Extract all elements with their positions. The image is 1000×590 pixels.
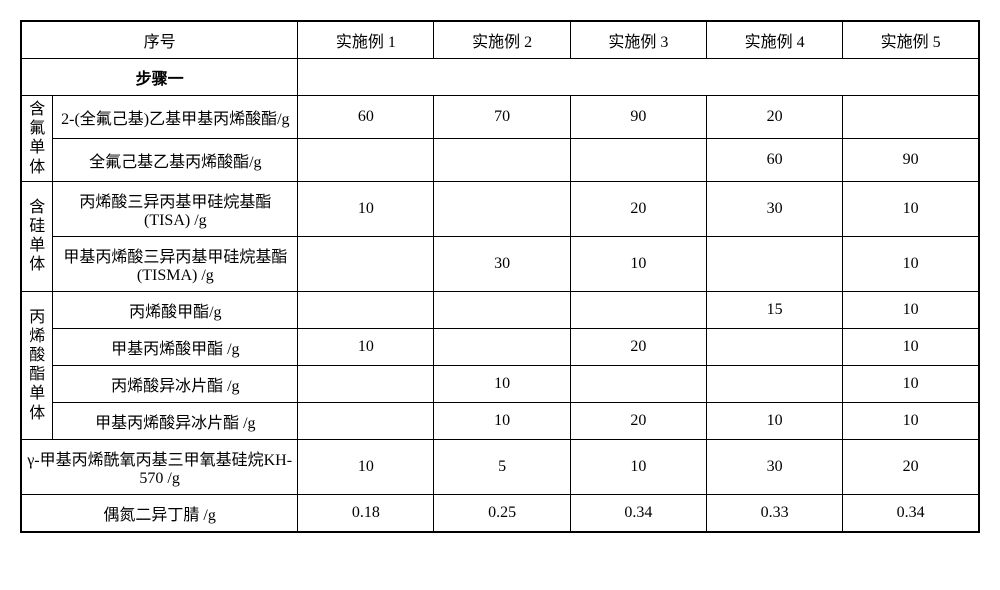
cell: 5 — [434, 439, 570, 494]
table-row: 甲基丙烯酸甲酯 /g 10 20 10 — [21, 328, 979, 365]
cell: 10 — [298, 328, 434, 365]
cell: 90 — [843, 138, 979, 181]
cell: 10 — [843, 181, 979, 236]
cell: 90 — [570, 96, 706, 139]
row-label: 2-(全氟己基)乙基甲基丙烯酸酯/g — [53, 96, 298, 139]
cell: 30 — [706, 439, 842, 494]
table-row: 丙烯酸酯单体 丙烯酸甲酯/g 15 10 — [21, 291, 979, 328]
row-label: 丙烯酸三异丙基甲硅烷基酯(TISA) /g — [53, 181, 298, 236]
row-label: 甲基丙烯酸三异丙基甲硅烷基酯(TISMA) /g — [53, 236, 298, 291]
cell — [434, 328, 570, 365]
row-label: γ-甲基丙烯酰氧丙基三甲氧基硅烷KH-570 /g — [21, 439, 298, 494]
cell — [706, 328, 842, 365]
step1-row: 步骤一 — [21, 59, 979, 96]
cell: 0.34 — [843, 494, 979, 532]
cell: 30 — [434, 236, 570, 291]
cell — [298, 402, 434, 439]
step1-label: 步骤一 — [21, 59, 298, 96]
group2-label: 含硅单体 — [21, 181, 53, 291]
table-row: 偶氮二异丁腈 /g 0.18 0.25 0.34 0.33 0.34 — [21, 494, 979, 532]
cell: 10 — [843, 236, 979, 291]
cell: 10 — [843, 291, 979, 328]
row-label: 甲基丙烯酸甲酯 /g — [53, 328, 298, 365]
cell — [706, 365, 842, 402]
cell — [298, 138, 434, 181]
cell: 0.34 — [570, 494, 706, 532]
cell: 20 — [570, 328, 706, 365]
cell: 60 — [706, 138, 842, 181]
cell — [706, 236, 842, 291]
cell: 0.18 — [298, 494, 434, 532]
cell: 10 — [843, 365, 979, 402]
table-row: 丙烯酸异冰片酯 /g 10 10 — [21, 365, 979, 402]
table-row: 甲基丙烯酸异冰片酯 /g 10 20 10 10 — [21, 402, 979, 439]
header-col-1: 实施例 1 — [298, 21, 434, 59]
table-row: 含硅单体 丙烯酸三异丙基甲硅烷基酯(TISA) /g 10 20 30 10 — [21, 181, 979, 236]
cell: 0.33 — [706, 494, 842, 532]
row-label: 丙烯酸甲酯/g — [53, 291, 298, 328]
header-col-3: 实施例 3 — [570, 21, 706, 59]
cell: 30 — [706, 181, 842, 236]
cell — [298, 291, 434, 328]
cell: 20 — [706, 96, 842, 139]
cell: 10 — [570, 439, 706, 494]
group3-label: 丙烯酸酯单体 — [21, 291, 53, 439]
cell: 70 — [434, 96, 570, 139]
cell — [298, 365, 434, 402]
cell: 10 — [434, 365, 570, 402]
cell: 10 — [570, 236, 706, 291]
table-header-row: 序号 实施例 1 实施例 2 实施例 3 实施例 4 实施例 5 — [21, 21, 979, 59]
header-seq: 序号 — [21, 21, 298, 59]
row-label: 全氟己基乙基丙烯酸酯/g — [53, 138, 298, 181]
group1-label: 含氟单体 — [21, 96, 53, 182]
row-label: 偶氮二异丁腈 /g — [21, 494, 298, 532]
table-row: 甲基丙烯酸三异丙基甲硅烷基酯(TISMA) /g 30 10 10 — [21, 236, 979, 291]
header-col-4: 实施例 4 — [706, 21, 842, 59]
cell: 0.25 — [434, 494, 570, 532]
step1-blank — [298, 59, 979, 96]
data-table: 序号 实施例 1 实施例 2 实施例 3 实施例 4 实施例 5 步骤一 含氟单… — [20, 20, 980, 533]
cell: 20 — [570, 181, 706, 236]
cell: 15 — [706, 291, 842, 328]
cell: 10 — [843, 328, 979, 365]
header-col-2: 实施例 2 — [434, 21, 570, 59]
cell: 10 — [843, 402, 979, 439]
table-row: 全氟己基乙基丙烯酸酯/g 60 90 — [21, 138, 979, 181]
cell: 10 — [706, 402, 842, 439]
cell — [298, 236, 434, 291]
row-label: 丙烯酸异冰片酯 /g — [53, 365, 298, 402]
table-row: 含氟单体 2-(全氟己基)乙基甲基丙烯酸酯/g 60 70 90 20 — [21, 96, 979, 139]
cell — [570, 138, 706, 181]
table-row: γ-甲基丙烯酰氧丙基三甲氧基硅烷KH-570 /g 10 5 10 30 20 — [21, 439, 979, 494]
cell: 20 — [570, 402, 706, 439]
cell — [570, 365, 706, 402]
header-col-5: 实施例 5 — [843, 21, 979, 59]
cell: 10 — [298, 181, 434, 236]
cell — [434, 291, 570, 328]
cell: 10 — [434, 402, 570, 439]
cell — [570, 291, 706, 328]
cell — [843, 96, 979, 139]
cell: 20 — [843, 439, 979, 494]
cell — [434, 181, 570, 236]
cell: 10 — [298, 439, 434, 494]
row-label: 甲基丙烯酸异冰片酯 /g — [53, 402, 298, 439]
cell: 60 — [298, 96, 434, 139]
cell — [434, 138, 570, 181]
